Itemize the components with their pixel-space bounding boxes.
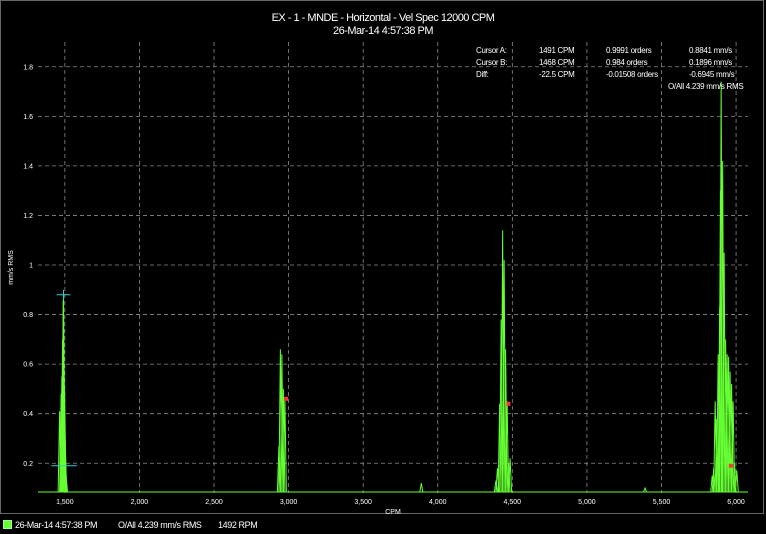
spectrum-peak bbox=[714, 418, 719, 493]
y-axis-label: mm/s RMS bbox=[8, 250, 15, 285]
legend-label[interactable]: 26-Mar-14 4:57:38 PM bbox=[15, 520, 98, 530]
chart-axes: 1,500 2,000 2,500 3,000 3,500 4,000 4,500 5,000… bbox=[8, 64, 745, 514]
status-bar: 26-Mar-14 4:57:38 PM O/All 4.239 mm/s RM… bbox=[0, 516, 766, 534]
diff-label: Diff: bbox=[476, 70, 489, 79]
x-tick-label: 2,500 bbox=[205, 499, 223, 506]
x-tick-label: 6,000 bbox=[727, 499, 745, 506]
cursor-a-cpm: 1491 CPM bbox=[539, 46, 575, 55]
spectrum-series bbox=[38, 81, 748, 493]
x-tick-label: 5,000 bbox=[578, 499, 596, 506]
spectrum-peak bbox=[643, 486, 648, 493]
y-tick-label: 0.2 bbox=[23, 461, 33, 468]
x-tick-label: 4,000 bbox=[429, 499, 447, 506]
status-overall: O/All 4.239 mm/s RMS bbox=[118, 520, 202, 530]
spectrum-peak bbox=[710, 475, 715, 493]
spectrum-peak bbox=[731, 401, 736, 493]
overall-readout: O/All 4.239 mm/s RMS bbox=[668, 82, 744, 91]
x-tick-label: 5,500 bbox=[653, 499, 671, 506]
harmonic-marker bbox=[728, 463, 733, 468]
spectrum-peak bbox=[497, 403, 502, 493]
legend-swatch[interactable] bbox=[3, 520, 12, 529]
cursor-b-amp: 0.1896 mm/s bbox=[689, 58, 732, 67]
chart-grid bbox=[38, 42, 748, 493]
status-speed: 1492 RPM bbox=[218, 520, 258, 530]
y-tick-label: 1.6 bbox=[23, 114, 33, 121]
y-tick-label: 0.8 bbox=[23, 312, 33, 319]
y-tick-label: 1.8 bbox=[23, 64, 33, 71]
y-tick-label: 0.4 bbox=[23, 411, 33, 418]
cursor-b-cpm: 1468 CPM bbox=[539, 58, 575, 67]
x-tick-label: 4,500 bbox=[504, 499, 522, 506]
spectrum-peak bbox=[505, 401, 510, 493]
spectrum-peak bbox=[493, 480, 498, 493]
diff-amp: -0.6945 mm/s bbox=[689, 70, 735, 79]
chart-subtitle: 26-Mar-14 4:57:38 PM bbox=[332, 25, 434, 37]
x-tick-label: 3,500 bbox=[354, 499, 372, 506]
chart-markers bbox=[51, 289, 733, 468]
spectrum-peak bbox=[506, 463, 511, 493]
spectrum-peak bbox=[499, 319, 504, 493]
diff-orders: -0.01508 orders bbox=[606, 70, 658, 79]
spectrum-chart[interactable]: 1,500 2,000 2,500 3,000 3,500 4,000 4,500 5,000… bbox=[0, 0, 766, 514]
cursor-a-orders: 0.9991 orders bbox=[606, 46, 652, 55]
spectrum-peak bbox=[64, 475, 69, 493]
cursor-a-label: Cursor A: bbox=[476, 46, 507, 55]
cursor-b-orders: 0.984 orders bbox=[606, 58, 648, 67]
spectrum-peak bbox=[419, 483, 424, 493]
x-axis-label: CPM bbox=[385, 509, 401, 514]
cursor-a-amp: 0.8841 mm/s bbox=[689, 46, 732, 55]
x-tick-label: 1,500 bbox=[56, 499, 74, 506]
spectrum-peak bbox=[508, 458, 513, 493]
y-tick-label: 1.2 bbox=[23, 213, 33, 220]
x-tick-label: 3,000 bbox=[280, 499, 298, 506]
x-tick-label: 2,000 bbox=[131, 499, 149, 506]
cursor-b-label: Cursor B: bbox=[476, 58, 508, 67]
y-tick-label: 0.6 bbox=[23, 362, 33, 369]
diff-cpm: -22.5 CPM bbox=[539, 70, 575, 79]
harmonic-marker bbox=[506, 401, 511, 406]
spectrum-peak bbox=[734, 470, 739, 493]
harmonic-marker bbox=[284, 396, 289, 401]
chart-title: EX - 1 - MNDE - Horizontal - Vel Spec 12… bbox=[271, 12, 495, 24]
chart-frame bbox=[0, 0, 764, 514]
y-tick-label: 1.4 bbox=[23, 163, 33, 170]
y-tick-label: 1 bbox=[29, 263, 33, 270]
spectrum-peak bbox=[63, 438, 68, 493]
